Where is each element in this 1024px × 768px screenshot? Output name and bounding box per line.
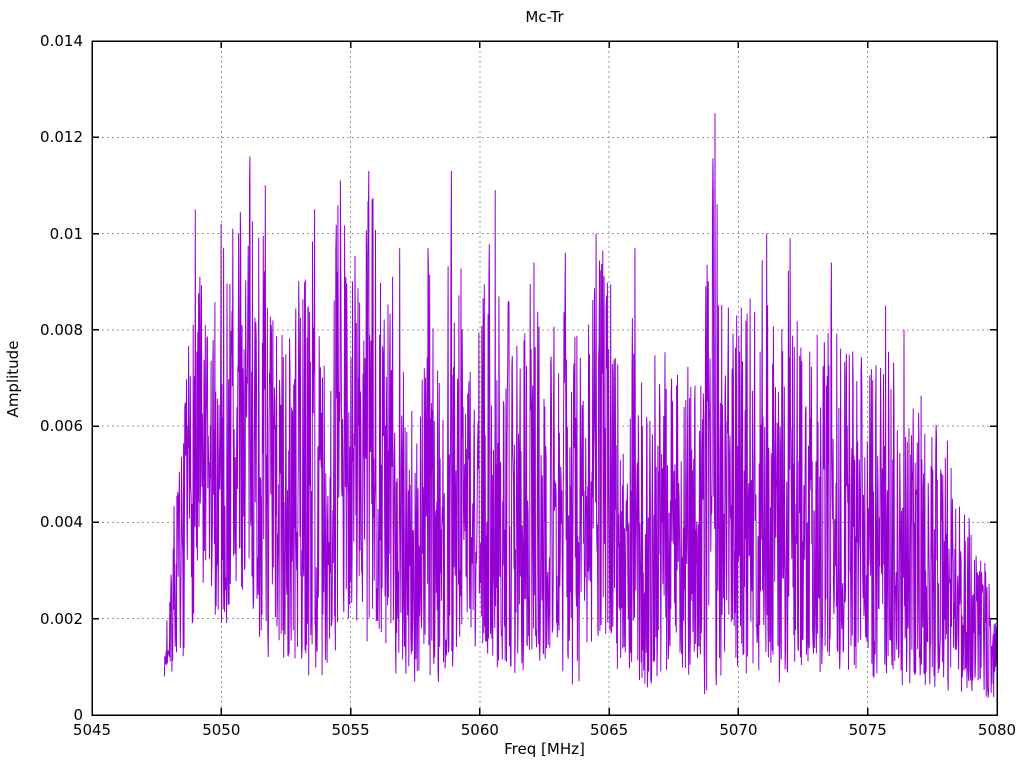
y-tick-label: 0.012	[40, 128, 83, 147]
y-tick-label: 0.01	[49, 224, 83, 243]
x-tick-label: 5075	[848, 721, 887, 739]
plot-border	[91, 40, 998, 716]
y-tick-label: 0.008	[40, 320, 83, 339]
y-tick-label: 0.002	[40, 609, 83, 628]
x-tick-label: 5055	[331, 721, 370, 739]
y-tick-label: 0.006	[40, 417, 83, 436]
x-tick-label: 5045	[72, 721, 112, 739]
x-tick-label: 5080	[977, 721, 1017, 739]
x-tick-label: 5070	[719, 721, 758, 739]
y-tick-label: 0.014	[40, 32, 83, 50]
y-tick-label: 0	[73, 706, 83, 724]
y-tick-label: 0.004	[40, 513, 83, 532]
x-tick-label: 5065	[590, 721, 629, 739]
x-tick-label: 5060	[460, 721, 499, 739]
chart-title: Mc-Tr	[525, 8, 564, 26]
x-tick-label: 5050	[202, 721, 241, 739]
x-axis-label: Freq [MHz]	[504, 740, 585, 758]
spectrum-trace	[163, 113, 998, 698]
